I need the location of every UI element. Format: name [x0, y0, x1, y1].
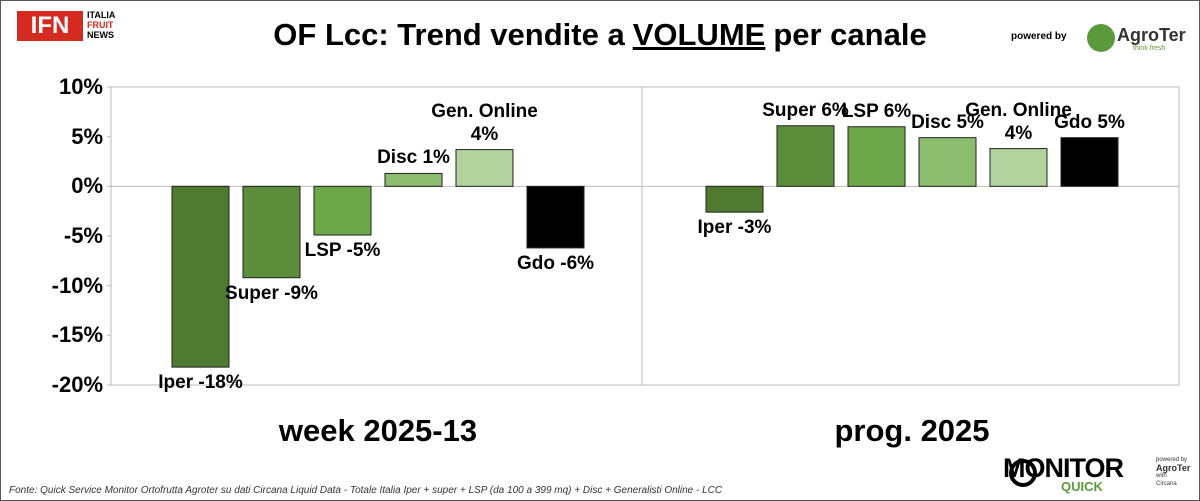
brand-line: with [1156, 473, 1167, 479]
agroter-tagline: think fresh [1133, 45, 1166, 52]
brand-top: MONITOR [1003, 453, 1124, 483]
bar [384, 172, 443, 187]
data-label: Disc 5% [911, 111, 984, 133]
ifn-text: ITALIA FRUIT NEWS [87, 10, 115, 40]
data-label: Super -9% [225, 282, 318, 304]
chart-title: OF Lcc: Trend vendite a VOLUME per canale [1, 17, 1199, 53]
source: Fonte: Quick Service Monitor Ortofrutta … [9, 485, 723, 496]
category-label: week 2025-13 [278, 413, 478, 448]
brand-line: Circana [1156, 481, 1177, 487]
bar [989, 148, 1048, 187]
brand-bottom: QUICK [1061, 479, 1103, 494]
data-label: Gen. Online 4% [965, 99, 1072, 144]
title-part: per canale [773, 17, 927, 52]
bar [455, 149, 514, 187]
y-tick-label: -10% [51, 272, 103, 298]
data-label: Iper -3% [697, 217, 772, 239]
bar [918, 137, 977, 187]
title-part: OF Lcc: Trend vendite a [273, 17, 625, 52]
title-emph: VOLUME [632, 17, 766, 52]
data-label: Iper -18% [158, 372, 243, 394]
powered-by: powered by [1011, 31, 1067, 42]
y-tick-label: 10% [58, 74, 103, 99]
bar [705, 185, 764, 213]
data-label: LSP -5% [304, 240, 381, 261]
bar [171, 185, 230, 368]
brand-line: AgroTer [1156, 463, 1191, 473]
ifn-logo-box [17, 11, 83, 41]
y-tick-label: -20% [51, 372, 103, 397]
bar [526, 185, 585, 249]
y-tick-label: 5% [71, 123, 103, 149]
bar [1060, 137, 1119, 187]
data-label: Gen. Online 4% [431, 100, 538, 145]
agroter-icon [1087, 24, 1115, 52]
data-label: Disc 1% [377, 147, 450, 169]
bar [242, 185, 301, 279]
agroter-name: AgroTer [1117, 25, 1186, 45]
bar [313, 185, 372, 236]
monitor-icon [1009, 459, 1037, 487]
bar [847, 126, 906, 187]
ifn-line: ITALIA [87, 10, 116, 20]
bar [776, 125, 835, 187]
y-tick-label: 0% [71, 173, 103, 199]
ifn-mark: IFN [30, 12, 70, 39]
data-label: LSP 6% [841, 100, 912, 122]
ifn-line: FRUIT [87, 20, 114, 30]
y-tick-label: -5% [63, 223, 103, 248]
y-tick-label: -15% [51, 322, 103, 348]
data-label: Super 6% [762, 99, 849, 121]
category-label: prog. 2025 [834, 413, 990, 448]
data-label: Gdo -6% [516, 252, 595, 274]
brand-line: powered by [1156, 457, 1188, 463]
ifn-line: NEWS [87, 30, 114, 40]
brand-small: powered by AgroTer with Circana [1156, 456, 1190, 488]
data-label: Gdo 5% [1054, 111, 1125, 133]
